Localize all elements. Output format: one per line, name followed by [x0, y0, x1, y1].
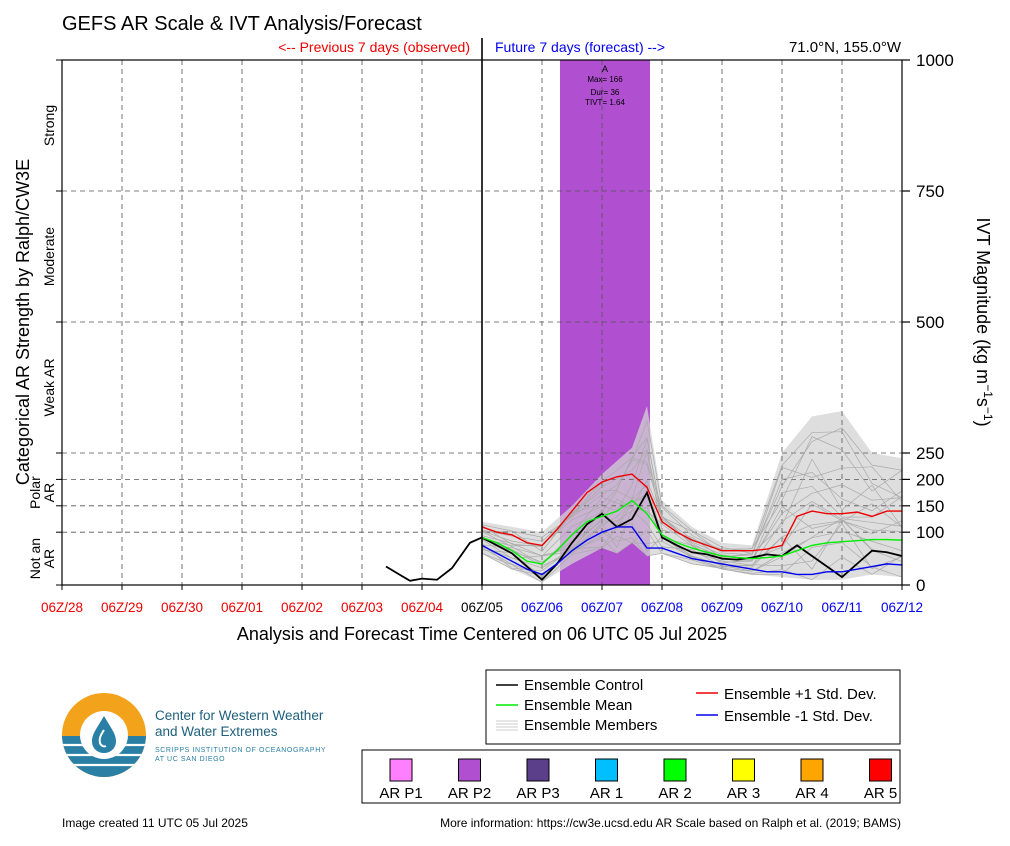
category-label: Strong: [41, 105, 57, 146]
water-drop-icon: [92, 716, 116, 753]
ar-event-label: A: [602, 64, 608, 74]
grid: [62, 60, 902, 585]
legend-mean-label: Ensemble Mean: [524, 697, 632, 714]
x-tick-label: 06Z/12: [881, 600, 923, 615]
x-tick-label: 06Z/03: [341, 600, 383, 615]
footer-more-info: More information: https://cw3e.ucsd.edu …: [440, 816, 901, 830]
series-ensemble-1-std-dev-: [481, 473, 902, 552]
y-tick-label: 0: [916, 576, 925, 595]
category-label-text: Weak AR: [41, 358, 57, 416]
scale-label-ar-p3: AR P3: [516, 785, 559, 802]
x-tick-label: 06Z/09: [701, 600, 743, 615]
x-tick-label: 06Z/02: [281, 600, 323, 615]
ar-scale-legend: AR P1 AR P2 AR P3 AR 1 AR 2 AR 3 AR 4 AR 5: [361, 749, 901, 804]
scale-swatch-ar-4: [800, 758, 824, 782]
y-tick-label: 750: [916, 182, 944, 201]
x-axis-label: Analysis and Forecast Time Centered on 0…: [237, 624, 727, 644]
chart-title: GEFS AR Scale & IVT Analysis/Forecast: [62, 13, 422, 35]
scale-swatch-ar-2: [663, 758, 687, 782]
x-tick-label: 06Z/10: [761, 600, 803, 615]
x-tick-label: 06Z/28: [41, 600, 83, 615]
series-ensemble-control: [481, 490, 903, 581]
y-tick-label: 1000: [916, 51, 954, 70]
member-line: [481, 450, 903, 559]
scale-label-ar-2: AR 2: [658, 785, 691, 802]
series-lines: [385, 473, 903, 582]
series-analysis-observed: [385, 536, 483, 582]
x-tick-label: 06Z/30: [161, 600, 203, 615]
y-axis-right-label: IVT Magnitude (kg m−1s−1): [973, 217, 995, 426]
scale-swatch-ar-p3: [526, 758, 550, 782]
previous-label: <-- Previous 7 days (observed): [278, 39, 470, 55]
members-envelope: [482, 60, 902, 585]
logo-sub2: AT UC SAN DIEGO: [155, 756, 226, 763]
y-tick-label: 200: [916, 470, 944, 489]
x-tick-label: 06Z/01: [221, 600, 263, 615]
scale-swatch-ar-3: [732, 758, 755, 782]
member-line: [481, 436, 903, 552]
ar-event-annotation: A Max= 166 Dur= 36 TIVT= 1.64: [585, 64, 625, 107]
member-line: [481, 431, 903, 550]
legend-plus-label: Ensemble +1 Std. Dev.: [724, 686, 877, 703]
category-label-text: AR: [41, 549, 57, 568]
scale-label-ar-4: AR 4: [795, 785, 828, 802]
y-tick-label: 250: [916, 444, 944, 463]
category-label-text: AR: [41, 483, 57, 502]
legend-members-swatch: [496, 720, 518, 731]
x-tick-label: 06Z/29: [101, 600, 143, 615]
x-tick-label: 06Z/05: [461, 600, 503, 615]
y-tick-label: 150: [916, 497, 944, 516]
member-line: [481, 498, 903, 563]
category-label: Weak AR: [41, 358, 57, 416]
scale-swatch-ar-1: [595, 758, 618, 782]
series-ensemble-mean: [481, 499, 903, 565]
category-label-text: Not an: [27, 538, 43, 579]
scale-label-ar-5: AR 5: [864, 785, 897, 802]
scale-label-ar-p2: AR P2: [448, 785, 491, 802]
scale-swatch-ar-p1: [389, 758, 413, 782]
x-tick-label: 06Z/07: [581, 600, 623, 615]
location-label: 71.0°N, 155.0°W: [789, 39, 902, 56]
category-label: Moderate: [41, 227, 57, 286]
legend-minus-label: Ensemble -1 Std. Dev.: [724, 708, 873, 725]
y-axis-left-label: Categorical AR Strength by Ralph/CW3E: [13, 159, 33, 485]
x-tick-label: 06Z/11: [821, 600, 862, 615]
logo-line2: and Water Extremes: [155, 724, 278, 739]
category-label-text: Strong: [41, 105, 57, 146]
line-legend: Ensemble Control Ensemble Mean Ensemble …: [485, 669, 901, 745]
ar-event-tivt: TIVT= 1.64: [585, 98, 625, 107]
members-envelope-area: [482, 405, 902, 583]
future-label: Future 7 days (forecast) -->: [495, 39, 665, 55]
footer-created: Image created 11 UTC 05 Jul 2025: [62, 816, 248, 830]
ar-event-max: Max= 166: [587, 75, 623, 84]
x-tick-label: 06Z/04: [401, 600, 444, 615]
x-tick-label: 06Z/06: [521, 600, 563, 615]
scale-label-ar-p1: AR P1: [379, 785, 422, 802]
member-line: [481, 531, 903, 572]
axes: 0 100 150 200 250 500 750 1000 06Z/28 06Z/29 06Z/3…: [27, 38, 954, 615]
scale-swatch-ar-5: [869, 758, 892, 782]
ar-event-dur: Dur= 36: [591, 88, 620, 97]
x-tick-label: 06Z/08: [641, 600, 683, 615]
legend-members-label: Ensemble Members: [524, 717, 657, 734]
logo-sub1: SCRIPPS INSTITUTION OF OCEANOGRAPHY: [155, 747, 327, 754]
scale-swatch-ar-p2: [458, 758, 481, 782]
cw3e-logo: [62, 693, 146, 777]
logo-text: Center for Western Weather and Water Ext…: [155, 708, 326, 764]
scale-label-ar-1: AR 1: [590, 785, 623, 802]
category-label-text: Moderate: [41, 227, 57, 286]
logo-line1: Center for Western Weather: [155, 708, 324, 723]
scale-label-ar-3: AR 3: [727, 785, 760, 802]
member-line: [481, 537, 903, 578]
series-ensemble-1-std-dev-: [481, 526, 903, 576]
legend-control-label: Ensemble Control: [524, 677, 643, 694]
category-label-text: Polar: [27, 476, 43, 509]
y-tick-label: 100: [916, 523, 944, 542]
y-tick-label: 500: [916, 313, 944, 332]
